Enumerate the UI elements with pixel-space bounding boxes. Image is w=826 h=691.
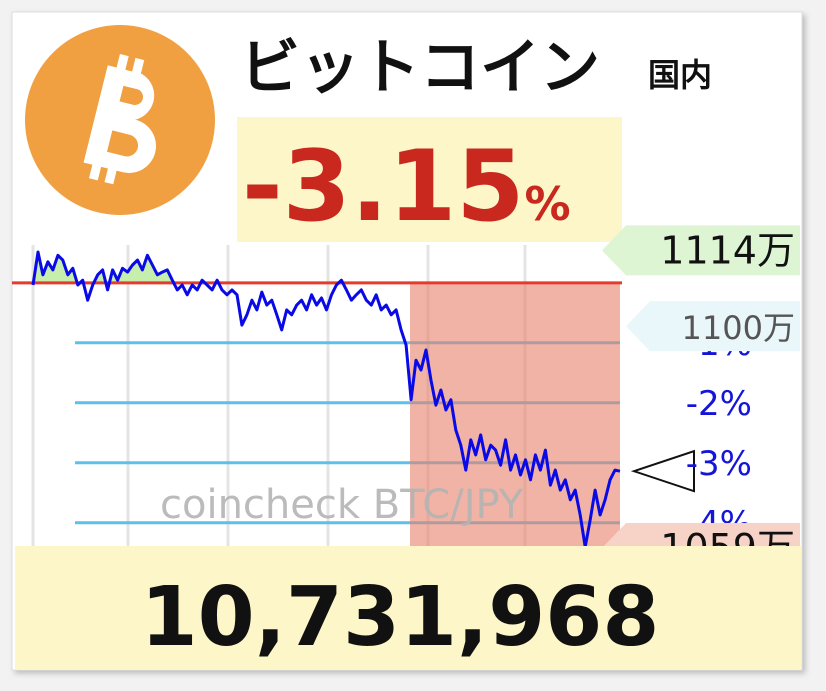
change-value: -3.15 (242, 130, 524, 244)
drop-region (410, 282, 620, 548)
tab-shape (602, 225, 800, 276)
watermark: coincheck BTC/JPY (160, 482, 524, 528)
y2-tick-label: -3% (686, 444, 752, 484)
change: -3.15% (242, 130, 571, 244)
bitcoin-logo (25, 25, 215, 215)
price-tab: 1100万 (626, 301, 800, 352)
gain-area (33, 252, 620, 283)
price-box (15, 546, 801, 670)
y2-tick-label: -2% (686, 384, 752, 424)
subtitle: 国内 (648, 56, 712, 94)
price-tab: 1114万 (602, 225, 800, 276)
price: 10,731,968 (141, 570, 660, 665)
change-box (237, 117, 622, 242)
y-tick-label: 1100万 (682, 309, 795, 347)
title: ビットコイン (240, 33, 600, 103)
tab-shape (626, 301, 800, 352)
current-arrow (630, 449, 695, 493)
plot: -1%-2%-3%-4%coincheck BTC/JPY1114万1100万1… (12, 225, 800, 573)
price-line (31, 250, 621, 549)
change-unit: % (524, 177, 570, 231)
y-tick-label: 1114万 (660, 228, 795, 272)
